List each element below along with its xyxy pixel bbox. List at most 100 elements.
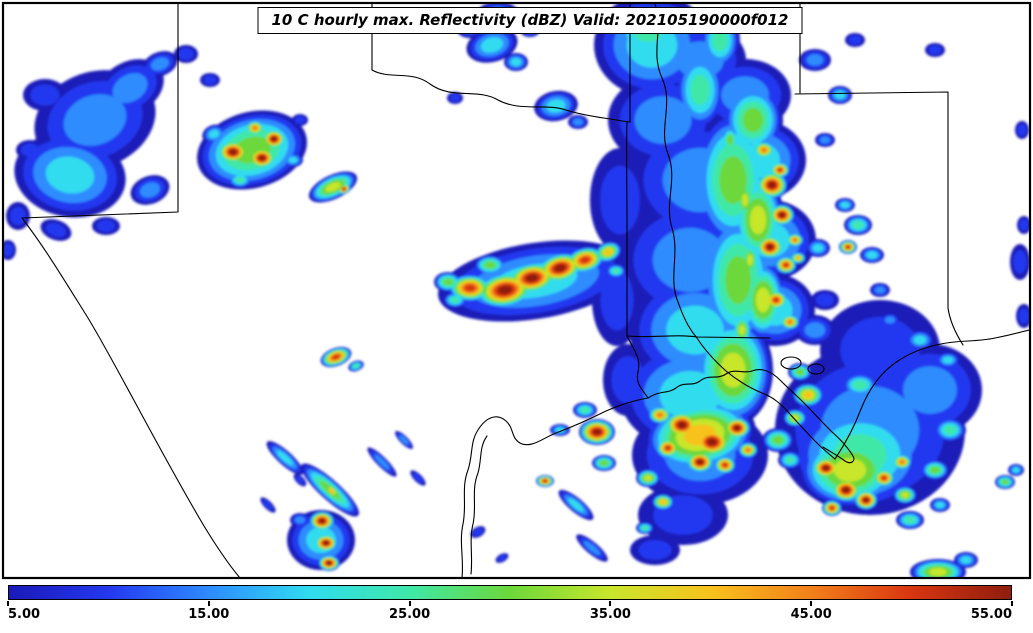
reflectivity-cell-25dbz	[580, 406, 590, 414]
reflectivity-cell-30dbz	[599, 460, 609, 466]
colorbar-tick-label: 25.00	[389, 607, 431, 622]
reflectivity-cell-20dbz	[568, 498, 584, 512]
reflectivity-cell-30dbz	[772, 435, 784, 445]
reflectivity-cell-45dbz	[252, 125, 258, 131]
reflectivity-cell-15dbz	[884, 316, 896, 324]
reflectivity-cell-25dbz	[853, 380, 867, 390]
reflectivity-cell-10dbz	[10, 206, 26, 226]
border-arkansas-louisiana	[626, 335, 771, 339]
reflectivity-cell-35dbz	[929, 567, 947, 577]
reflectivity-cell-15dbz	[150, 57, 170, 71]
reflectivity-cell-20dbz	[208, 129, 220, 139]
reflectivity-cell-30dbz	[484, 261, 496, 269]
reflectivity-cell-55dbz	[768, 181, 776, 189]
reflectivity-cell-10dbz	[96, 220, 116, 232]
colorbar-tick-label: 5.00	[8, 607, 41, 622]
reflectivity-cell-25dbz	[712, 28, 728, 52]
reflectivity-cell-10dbz	[600, 165, 640, 235]
reflectivity-cell-15dbz	[139, 182, 161, 198]
reflectivity-cell-40dbz	[329, 488, 335, 494]
coastline-barrier-island	[470, 435, 488, 575]
colorbar-ticks: 5.00 15.00 25.00 35.00 45.00 55.00	[7, 601, 1013, 627]
reflectivity-cell-15dbz	[294, 516, 306, 524]
reflectivity-cell-30dbz	[726, 135, 734, 145]
reflectivity-cell-15dbz	[583, 540, 601, 556]
reflectivity-cell-10dbz	[412, 472, 424, 484]
reflectivity-cell-35dbz	[325, 182, 341, 192]
coastline-louisiana	[647, 369, 855, 464]
reflectivity-cell-50dbz	[777, 167, 783, 173]
reflectivity-cell-10dbz	[30, 84, 60, 106]
border-newmexico-texas-riogrande	[21, 4, 240, 577]
colorbar-tick-label: 35.00	[589, 607, 631, 622]
reflectivity-cell-35dbz	[741, 193, 749, 207]
reflectivity-cell-15dbz	[804, 322, 826, 338]
reflectivity-cell-10dbz	[1018, 308, 1029, 324]
reflectivity-cell-20dbz	[834, 91, 846, 99]
reflectivity-cell-20dbz	[960, 556, 972, 564]
reflectivity-cell-25dbz	[450, 296, 460, 304]
reflectivity-cell-50dbz	[464, 284, 476, 292]
reflectivity-cell-10dbz	[203, 75, 217, 85]
reflectivity-cell-55dbz	[326, 560, 332, 566]
reflectivity-cell-55dbz	[733, 425, 741, 431]
reflectivity-cell-25dbz	[235, 176, 245, 184]
reflectivity-cell-35dbz	[791, 415, 799, 421]
reflectivity-cell-10dbz	[473, 528, 483, 536]
border-sabine-river	[626, 335, 649, 399]
reflectivity-cell-50dbz	[332, 354, 340, 360]
reflectivity-cell-15dbz	[399, 435, 409, 445]
reflectivity-cell-15dbz	[572, 118, 584, 126]
reflectivity-cell-55dbz	[822, 465, 830, 471]
reflectivity-cell-10dbz	[600, 269, 634, 331]
reflectivity-cell-20dbz	[812, 244, 824, 252]
reflectivity-cell-25dbz	[353, 363, 359, 369]
reflectivity-cell-30dbz	[719, 156, 747, 204]
reflectivity-cell-30dbz	[725, 256, 751, 304]
reflectivity-cell-35dbz	[901, 492, 909, 498]
reflectivity-cell-50dbz	[845, 244, 851, 250]
reflectivity-cell-10dbz	[262, 499, 274, 511]
reflectivity-cell-45dbz	[899, 459, 905, 465]
reflectivity-cell-25dbz	[904, 516, 916, 524]
reflectivity-cell-30dbz	[742, 107, 764, 133]
reflectivity-cell-20dbz	[913, 335, 927, 345]
reflectivity-cell-15dbz	[819, 136, 831, 144]
reflectivity-cell-55dbz	[525, 274, 539, 282]
reflectivity-cell-20dbz	[510, 58, 522, 66]
reflectivity-cell-10dbz	[178, 48, 194, 60]
colorbar-tick-label: 45.00	[790, 607, 832, 622]
reflectivity-cell-35dbz	[755, 287, 771, 313]
reflectivity-cell-55dbz	[497, 285, 513, 295]
reflectivity-cell-35dbz	[833, 458, 867, 482]
reflectivity-cell-55dbz	[258, 155, 266, 161]
reflectivity-cell-35dbz	[644, 475, 652, 481]
reflectivity-cell-55dbz	[677, 421, 687, 429]
border-mississippi-alabama	[794, 91, 964, 346]
reflectivity-cell-55dbz	[554, 264, 566, 272]
coastline-texas	[460, 397, 649, 577]
reflectivity-cell-50dbz	[783, 262, 789, 268]
colorbar-tick-mark	[810, 601, 813, 606]
reflectivity-cell-20dbz	[288, 156, 298, 164]
reflectivity-cell-10dbz	[1019, 219, 1029, 231]
reflectivity-cell-50dbz	[664, 445, 672, 451]
colorbar-tick-mark	[207, 601, 210, 606]
reflectivity-cell-55dbz	[229, 149, 237, 155]
reflectivity-cell-15dbz	[903, 366, 957, 414]
reflectivity-cell-20dbz	[555, 427, 565, 433]
coastline-gulf-east	[834, 329, 1029, 460]
reflectivity-cell-50dbz	[341, 186, 347, 192]
border-mississippi-river	[654, 4, 836, 460]
reflectivity-cell-25dbz	[612, 268, 620, 274]
reflectivity-cell-40dbz	[659, 499, 667, 505]
reflectivity-cell-25dbz	[785, 456, 795, 464]
reflectivity-cell-45dbz	[745, 447, 751, 453]
colorbar-tick-mark	[609, 601, 612, 606]
reflectivity-cell-20dbz	[480, 37, 504, 53]
reflectivity-cell-10dbz	[45, 222, 67, 238]
reflectivity-cell-55dbz	[271, 136, 277, 142]
reflectivity-cell-20dbz	[1012, 467, 1020, 473]
reflectivity-cell-20dbz	[546, 99, 566, 113]
